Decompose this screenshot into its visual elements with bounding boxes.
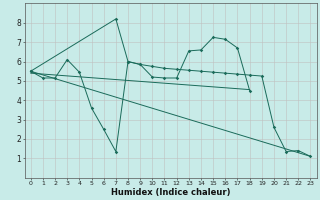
X-axis label: Humidex (Indice chaleur): Humidex (Indice chaleur) — [111, 188, 230, 197]
